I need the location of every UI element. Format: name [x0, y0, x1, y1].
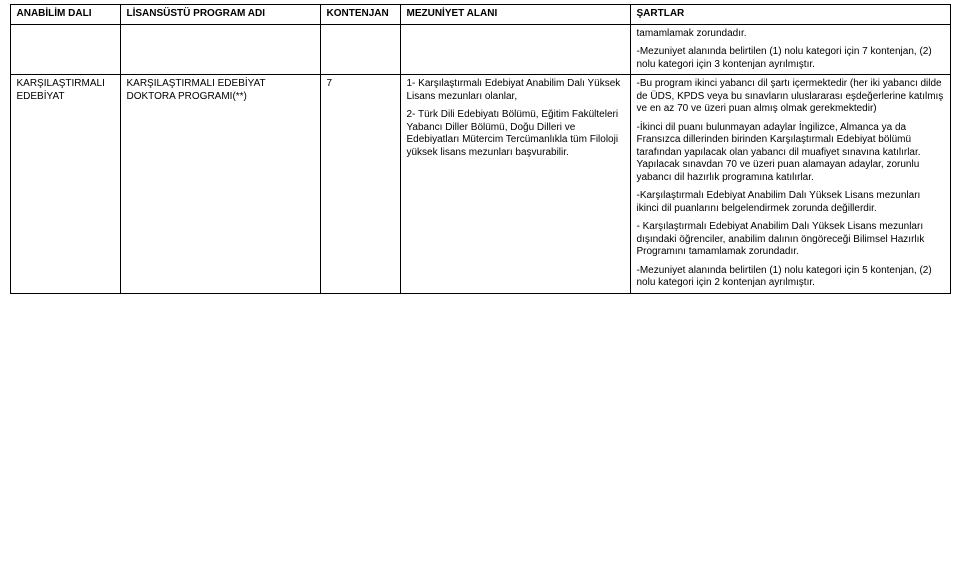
sartlar-text: -Mezuniyet alanında belirtilen (1) nolu …: [637, 46, 944, 71]
cell-empty: [10, 24, 120, 75]
mezuniyet-text: 2- Türk Dili Edebiyatı Bölümü, Eğitim Fa…: [407, 109, 624, 159]
cell-program-adi: KARŞILAŞTIRMALI EDEBİYAT DOKTORA PROGRAM…: [120, 75, 320, 294]
table-header-row: ANABİLİM DALI LİSANSÜSTÜ PROGRAM ADI KON…: [10, 5, 950, 25]
cell-empty: [120, 24, 320, 75]
header-kontenjan: KONTENJAN: [320, 5, 400, 25]
cell-empty: [400, 24, 630, 75]
table-row: KARŞILAŞTIRMALI EDEBİYAT KARŞILAŞTIRMALI…: [10, 75, 950, 294]
header-program-adi: LİSANSÜSTÜ PROGRAM ADI: [120, 5, 320, 25]
cell-empty: [320, 24, 400, 75]
sartlar-text: -Karşılaştırmalı Edebiyat Anabilim Dalı …: [637, 190, 944, 215]
sartlar-text: tamamlamak zorundadır.: [637, 28, 944, 41]
table-row: tamamlamak zorundadır. -Mezuniyet alanın…: [10, 24, 950, 75]
header-mezuniyet-alani: MEZUNİYET ALANI: [400, 5, 630, 25]
cell-sartlar-overflow: tamamlamak zorundadır. -Mezuniyet alanın…: [630, 24, 950, 75]
cell-kontenjan: 7: [320, 75, 400, 294]
sartlar-text: -Mezuniyet alanında belirtilen (1) nolu …: [637, 265, 944, 290]
sartlar-text: -İkinci dil puanı bulunmayan adaylar İng…: [637, 122, 944, 185]
cell-mezuniyet-alani: 1- Karşılaştırmalı Edebiyat Anabilim Dal…: [400, 75, 630, 294]
cell-sartlar: -Bu program ikinci yabancı dil şartı içe…: [630, 75, 950, 294]
program-table: ANABİLİM DALI LİSANSÜSTÜ PROGRAM ADI KON…: [10, 4, 951, 294]
mezuniyet-text: 1- Karşılaştırmalı Edebiyat Anabilim Dal…: [407, 78, 624, 103]
sartlar-text: - Karşılaştırmalı Edebiyat Anabilim Dalı…: [637, 221, 944, 259]
header-anabilim-dali: ANABİLİM DALI: [10, 5, 120, 25]
header-sartlar: ŞARTLAR: [630, 5, 950, 25]
sartlar-text: -Bu program ikinci yabancı dil şartı içe…: [637, 78, 944, 116]
cell-anabilim-dali: KARŞILAŞTIRMALI EDEBİYAT: [10, 75, 120, 294]
